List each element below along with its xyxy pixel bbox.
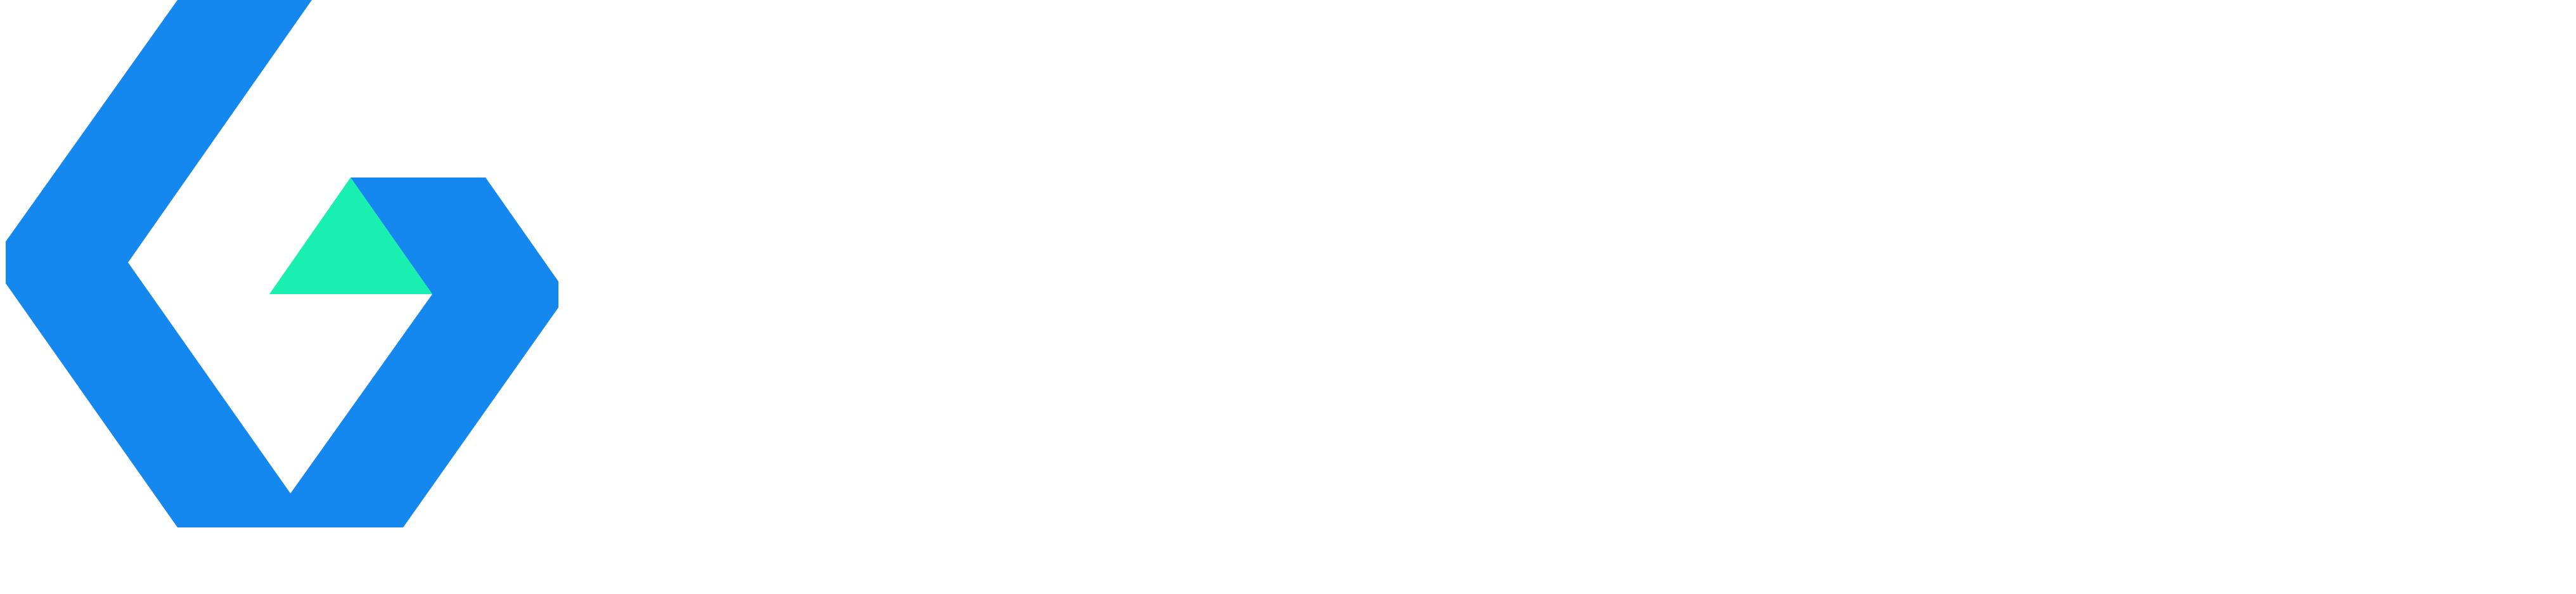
brand-logo: [0, 0, 564, 594]
empty-background-area: [564, 0, 2576, 594]
logo-accent-triangle: [269, 178, 432, 294]
abstract-hexagon-logo-icon: [6, 0, 558, 527]
logo-left-chevron: [6, 0, 314, 527]
logo-right-chevron: [266, 178, 558, 527]
